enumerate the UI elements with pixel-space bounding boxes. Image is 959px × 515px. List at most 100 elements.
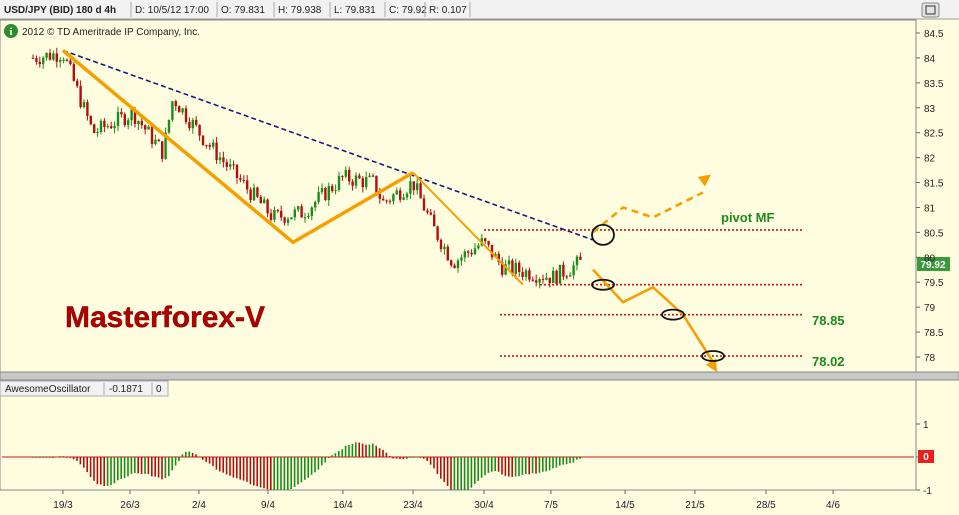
candle-body xyxy=(552,270,555,284)
info-icon-circle[interactable] xyxy=(4,24,18,38)
date-label: D: 10/5/12 17:00 xyxy=(135,5,209,16)
candle-body xyxy=(167,119,171,133)
candle-body xyxy=(477,245,480,249)
candle-body xyxy=(497,253,500,263)
maximize-button-frame[interactable] xyxy=(921,2,940,18)
oscillator-bar xyxy=(127,457,129,477)
candle-body xyxy=(297,206,300,210)
marker-ellipse xyxy=(591,278,615,291)
oscillator-bar xyxy=(508,457,510,477)
candle-body xyxy=(392,194,395,202)
oscillator-bar xyxy=(93,457,95,481)
oscillator-bar xyxy=(174,457,177,466)
oscillator-name: AwesomeOscillator xyxy=(5,384,91,395)
candle-body xyxy=(208,145,211,147)
candle-body xyxy=(235,164,239,179)
oscillator-bar xyxy=(463,457,466,490)
open-label: O: 79.831 xyxy=(221,5,265,16)
candle-body xyxy=(215,142,218,161)
oscillator-bar xyxy=(487,457,490,473)
low-label: L: 79.831 xyxy=(334,5,376,16)
candle-body xyxy=(470,252,473,255)
oscillator-bar xyxy=(215,457,218,470)
candle-body xyxy=(348,169,351,182)
oscillator-bar xyxy=(225,457,228,475)
oscillator-bar xyxy=(38,457,41,458)
info-icon[interactable]: i xyxy=(4,24,18,38)
oscillator-bar xyxy=(429,457,432,465)
oscillator-bar xyxy=(484,457,486,476)
candle-body xyxy=(137,120,140,125)
candle-body xyxy=(59,60,62,62)
candle-body xyxy=(69,60,72,65)
oscillator-bar xyxy=(474,457,476,484)
oscillator-bar xyxy=(327,457,330,459)
candle-body xyxy=(116,112,120,126)
candle-body xyxy=(184,108,188,122)
candle-body xyxy=(344,169,347,177)
candle-body xyxy=(266,199,269,214)
candle-body xyxy=(535,280,538,283)
oscillator-bar xyxy=(470,457,473,488)
oscillator-bar xyxy=(123,457,126,478)
oscillator-bar xyxy=(134,457,136,473)
candle-body xyxy=(467,251,470,253)
oscillator-bar xyxy=(494,457,496,472)
oscillator-bar xyxy=(372,443,374,457)
candle-body xyxy=(276,210,279,212)
candle-body xyxy=(31,57,35,59)
current-price-text: 79.92 xyxy=(920,260,945,271)
oscillator-bar xyxy=(52,457,54,458)
candle-body xyxy=(541,278,545,280)
oscillator-bar xyxy=(69,457,71,458)
oscillator-bar xyxy=(45,457,48,458)
candle-body xyxy=(293,209,296,218)
oscillator-bar xyxy=(406,457,408,459)
oscillator-bar xyxy=(266,457,269,490)
candle-body xyxy=(558,264,562,284)
candle-body xyxy=(572,265,575,276)
candle-body xyxy=(402,197,405,200)
oscillator-bar xyxy=(208,457,211,464)
candle-body xyxy=(433,214,436,227)
info-icon-glyph[interactable]: i xyxy=(9,26,12,38)
oscillator-bar xyxy=(416,456,418,458)
candle-body xyxy=(327,186,330,201)
candle-body xyxy=(524,270,528,277)
price-tick-label: 78 xyxy=(924,353,936,364)
candle-body xyxy=(511,260,514,274)
oscillator-bar xyxy=(511,457,513,477)
oscillator-bar xyxy=(290,457,292,490)
price-tick-label: 78.5 xyxy=(924,328,944,339)
oscillator-bar xyxy=(504,457,507,476)
maximize-icon[interactable] xyxy=(925,5,936,15)
close-label: C: 79.92 xyxy=(389,5,427,16)
candle-body xyxy=(286,219,290,223)
candle-body xyxy=(405,193,409,198)
oscillator-bar xyxy=(66,457,68,458)
candle-body xyxy=(171,101,174,120)
candle-body xyxy=(460,257,463,261)
pane-scrollbar[interactable] xyxy=(0,371,959,381)
oscillator-bar xyxy=(324,457,326,463)
maximize-button[interactable] xyxy=(921,2,940,18)
candle-body xyxy=(259,196,262,204)
candle-body xyxy=(354,175,358,186)
pivot-label: pivot MF xyxy=(721,210,774,225)
axis-ticks: 84.5 84 83.5 83 82.5 82 81.5 81 80.5 80 79.5 79 78.5… xyxy=(53,29,944,511)
oscillator-bar xyxy=(205,457,207,462)
oscillator-bar xyxy=(35,457,37,458)
oscillator-bar xyxy=(147,457,150,475)
price-tick-label: 82.5 xyxy=(924,129,944,140)
candle-body xyxy=(575,256,579,266)
candle-body xyxy=(103,120,106,128)
candle-body xyxy=(178,106,181,113)
candle-body xyxy=(232,164,235,166)
candle-body xyxy=(487,241,490,245)
oscillator-bar xyxy=(460,457,462,490)
candle-body xyxy=(365,176,368,188)
oscillator-bar xyxy=(375,445,377,457)
candle-body xyxy=(388,200,392,202)
price-tick-label: 82 xyxy=(924,154,936,165)
oscillator-bar xyxy=(106,457,109,486)
